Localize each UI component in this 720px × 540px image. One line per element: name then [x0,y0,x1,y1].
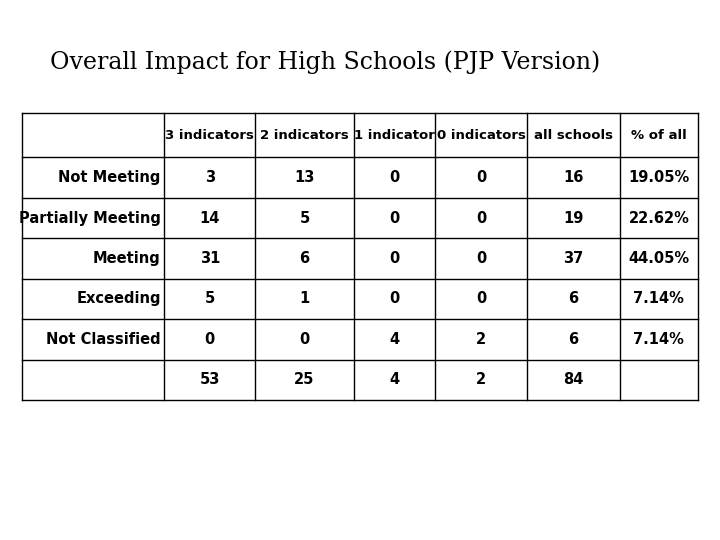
Text: 0 indicators: 0 indicators [436,129,526,141]
Text: 1: 1 [300,292,310,307]
Text: 6: 6 [568,292,579,307]
Text: 6: 6 [568,332,579,347]
Text: 4: 4 [389,332,399,347]
Text: 0: 0 [476,211,486,226]
Text: 2: 2 [476,332,486,347]
Text: 84: 84 [563,372,584,387]
Text: 5: 5 [204,292,215,307]
Text: 4: 4 [389,372,399,387]
Text: all schools: all schools [534,129,613,141]
Text: Exceeding: Exceeding [76,292,161,307]
Text: 53: 53 [199,372,220,387]
Text: 3: 3 [204,170,215,185]
Text: 22.62%: 22.62% [629,211,689,226]
Text: % of all: % of all [631,129,687,141]
Text: 37: 37 [563,251,584,266]
Text: 0: 0 [476,170,486,185]
Text: 31: 31 [199,251,220,266]
Text: 16: 16 [563,170,584,185]
Text: 13: 13 [294,170,315,185]
Text: 5: 5 [300,211,310,226]
Text: 7.14%: 7.14% [634,332,684,347]
Text: 0: 0 [476,292,486,307]
Text: 3 indicators: 3 indicators [166,129,254,141]
Text: 44.05%: 44.05% [629,251,690,266]
Text: 19.05%: 19.05% [629,170,690,185]
Text: 0: 0 [476,251,486,266]
Text: Not Classified: Not Classified [46,332,161,347]
Text: 2: 2 [476,372,486,387]
Text: 0: 0 [389,211,400,226]
Text: 0: 0 [389,292,400,307]
Text: Overall Impact for High Schools (PJP Version): Overall Impact for High Schools (PJP Ver… [50,50,600,74]
Text: 0: 0 [389,170,400,185]
Text: 0: 0 [204,332,215,347]
Text: 19: 19 [563,211,584,226]
Text: 1 indicator: 1 indicator [354,129,435,141]
Text: 0: 0 [300,332,310,347]
Text: 2 indicators: 2 indicators [260,129,349,141]
Text: 0: 0 [389,251,400,266]
Text: 25: 25 [294,372,315,387]
Text: 14: 14 [199,211,220,226]
Text: Partially Meeting: Partially Meeting [19,211,161,226]
Text: Meeting: Meeting [93,251,161,266]
Text: Not Meeting: Not Meeting [58,170,161,185]
Text: 7.14%: 7.14% [634,292,684,307]
Text: 6: 6 [300,251,310,266]
